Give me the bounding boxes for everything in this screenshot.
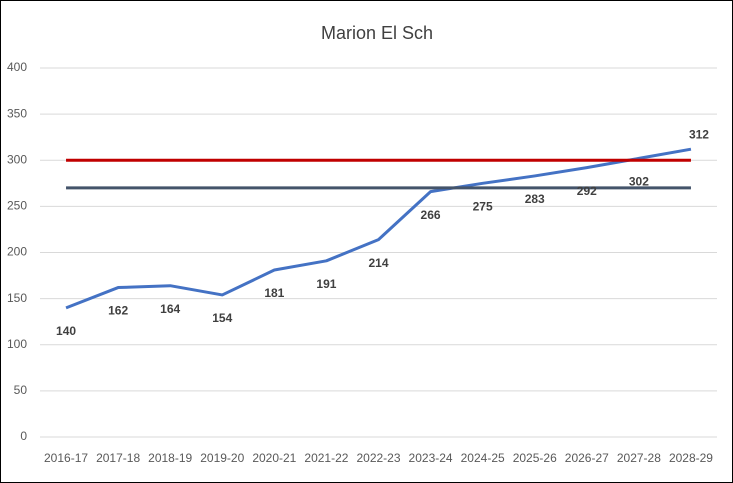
data-label: 312 bbox=[689, 127, 709, 141]
data-label: 283 bbox=[525, 192, 545, 206]
y-tick-label: 300 bbox=[7, 152, 27, 166]
data-label: 275 bbox=[473, 199, 493, 213]
data-label: 266 bbox=[421, 208, 441, 222]
data-label: 214 bbox=[368, 256, 388, 270]
chart-title: Marion El Sch bbox=[321, 23, 433, 43]
y-tick-label: 350 bbox=[7, 106, 27, 120]
data-label: 292 bbox=[577, 184, 597, 198]
x-tick-label: 2027-28 bbox=[617, 451, 661, 465]
x-tick-label: 2018-19 bbox=[148, 451, 192, 465]
y-tick-label: 0 bbox=[20, 429, 27, 443]
y-tick-label: 200 bbox=[7, 245, 27, 259]
data-label: 140 bbox=[56, 324, 76, 338]
data-label: 302 bbox=[629, 175, 649, 189]
x-tick-label: 2028-29 bbox=[669, 451, 713, 465]
x-tick-label: 2017-18 bbox=[96, 451, 140, 465]
x-tick-label: 2026-27 bbox=[565, 451, 609, 465]
y-tick-label: 50 bbox=[14, 383, 28, 397]
data-label: 162 bbox=[108, 304, 128, 318]
x-tick-label: 2016-17 bbox=[44, 451, 88, 465]
y-tick-label: 400 bbox=[7, 60, 27, 74]
x-tick-label: 2023-24 bbox=[409, 451, 453, 465]
x-tick-label: 2020-21 bbox=[252, 451, 296, 465]
data-label: 191 bbox=[316, 277, 336, 291]
x-tick-label: 2021-22 bbox=[304, 451, 348, 465]
y-tick-label: 150 bbox=[7, 291, 27, 305]
data-label: 181 bbox=[264, 286, 284, 300]
x-tick-label: 2024-25 bbox=[461, 451, 505, 465]
series-line bbox=[65, 147, 692, 310]
x-tick-label: 2025-26 bbox=[513, 451, 557, 465]
data-label: 154 bbox=[212, 311, 232, 325]
x-tick-label: 2022-23 bbox=[356, 451, 400, 465]
x-tick-label: 2019-20 bbox=[200, 451, 244, 465]
y-tick-label: 250 bbox=[7, 199, 27, 213]
data-label: 164 bbox=[160, 302, 180, 316]
y-tick-label: 100 bbox=[7, 337, 27, 351]
